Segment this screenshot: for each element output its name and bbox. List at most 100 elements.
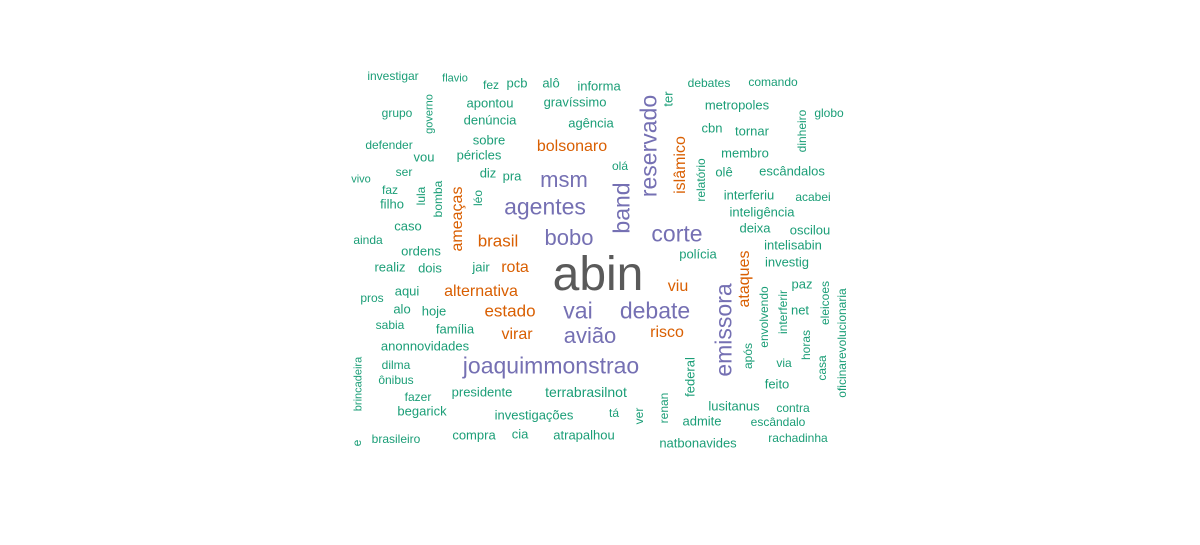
- cloud-word: caso: [394, 218, 422, 234]
- cloud-word: emissora: [710, 283, 737, 377]
- cloud-word: msm: [540, 167, 588, 192]
- cloud-word: péricles: [456, 147, 502, 163]
- cloud-word: ataques: [736, 250, 753, 308]
- cloud-word: escândalo: [750, 415, 806, 429]
- cloud-word: olê: [715, 164, 733, 180]
- cloud-word: interferiu: [723, 187, 775, 203]
- cloud-word: ser: [395, 165, 413, 179]
- cloud-word: pros: [360, 291, 384, 305]
- cloud-word: debates: [687, 76, 731, 90]
- cloud-word: vai: [563, 297, 593, 324]
- cloud-word: rachadinha: [768, 431, 828, 445]
- cloud-word: fez: [482, 78, 500, 92]
- cloud-word: léo: [471, 189, 485, 207]
- cloud-word: avião: [563, 323, 617, 348]
- cloud-word: família: [435, 321, 475, 337]
- cloud-word: investigações: [494, 407, 574, 423]
- cloud-word: escândalos: [759, 163, 825, 179]
- cloud-word: olá: [611, 159, 629, 173]
- cloud-word: sabia: [375, 318, 405, 332]
- cloud-word: islâmico: [672, 136, 689, 194]
- cloud-word: rota: [501, 259, 529, 276]
- cloud-word: atrapalhou: [553, 427, 615, 443]
- cloud-word: governo: [423, 94, 436, 134]
- cloud-word: após: [741, 342, 755, 370]
- cloud-word: feito: [764, 376, 790, 392]
- cloud-word: acabei: [795, 190, 831, 204]
- cloud-word: deixa: [739, 220, 771, 236]
- cloud-word: casa: [815, 355, 829, 381]
- cloud-word: bolsonaro: [536, 138, 608, 155]
- cloud-word: fazer: [404, 390, 432, 404]
- cloud-word: filho: [380, 196, 404, 212]
- cloud-word: brasil: [477, 231, 519, 251]
- cloud-word: brasileiro: [371, 432, 421, 446]
- cloud-word: metropoles: [704, 97, 770, 113]
- cloud-word: renan: [657, 392, 671, 424]
- cloud-word: estado: [484, 301, 536, 321]
- cloud-word: membro: [721, 145, 769, 161]
- cloud-word: investig: [764, 254, 810, 270]
- cloud-word: eleicoes: [818, 280, 832, 326]
- cloud-word: natbonavides: [659, 435, 737, 449]
- cloud-word: globo: [814, 106, 844, 120]
- cloud-word: anonnovidades: [380, 338, 470, 354]
- cloud-word: ordens: [401, 243, 441, 259]
- cloud-word: agência: [568, 115, 614, 131]
- cloud-word: investigar: [367, 70, 419, 83]
- cloud-word: ver: [632, 407, 646, 425]
- cloud-word: apontou: [466, 95, 514, 111]
- cloud-word: horas: [799, 329, 813, 361]
- cloud-word: alo: [393, 301, 411, 317]
- cloud-word: pcb: [506, 75, 528, 91]
- cloud-word: risco: [650, 324, 684, 341]
- cloud-word: reservado: [635, 94, 662, 198]
- cloud-word: brincadeira: [352, 356, 365, 412]
- cloud-word: realiz: [374, 259, 406, 275]
- cloud-word: terrabrasilnot: [545, 384, 627, 400]
- cloud-word: via: [776, 356, 792, 370]
- cloud-word: alternativa: [444, 283, 518, 300]
- cloud-word: faz: [381, 183, 399, 197]
- cloud-word: debate: [619, 297, 691, 324]
- cloud-word: e: [350, 439, 364, 447]
- cloud-word: bobo: [544, 225, 594, 250]
- cloud-word: alô: [542, 75, 560, 91]
- cloud-word: intelisabin: [764, 237, 822, 253]
- cloud-word: compra: [452, 427, 496, 443]
- cloud-word: comando: [748, 75, 798, 89]
- cloud-word: diz: [479, 165, 497, 181]
- cloud-word: dois: [418, 260, 442, 276]
- cloud-word: ter: [660, 91, 676, 107]
- cloud-word: inteligência: [729, 204, 795, 220]
- cloud-word: oscilou: [789, 222, 831, 238]
- word-cloud: abin joaquimmonstrao reservado emissora agen…: [340, 70, 860, 448]
- cloud-word: abin: [552, 248, 644, 301]
- cloud-word: cbn: [701, 120, 723, 136]
- cloud-word: paz: [791, 276, 813, 292]
- cloud-word: band: [608, 182, 635, 234]
- cloud-word: lusitanus: [708, 398, 760, 414]
- cloud-word: vou: [413, 149, 435, 165]
- cloud-word: viu: [667, 278, 689, 295]
- cloud-word: agentes: [504, 193, 586, 220]
- cloud-word: presidente: [451, 384, 513, 400]
- cloud-word: dinheiro: [795, 109, 809, 153]
- cloud-word: aqui: [394, 283, 420, 299]
- cloud-word: defender: [365, 138, 413, 152]
- cloud-word: grupo: [381, 106, 413, 120]
- cloud-word: admite: [682, 413, 722, 429]
- cloud-word: lula: [414, 186, 428, 206]
- cloud-word: relatório: [694, 158, 708, 202]
- cloud-word: corte: [651, 220, 703, 247]
- cloud-word: tá: [608, 406, 620, 420]
- cloud-word: ameaças: [449, 186, 466, 252]
- cloud-word: hoje: [421, 303, 447, 319]
- cloud-word: sobre: [472, 132, 506, 148]
- cloud-word: oficinarevolucionaria: [835, 288, 849, 398]
- cloud-word: informa: [577, 78, 621, 94]
- cloud-word: net: [790, 302, 810, 318]
- cloud-word: tornar: [735, 123, 769, 139]
- cloud-word: contra: [776, 401, 810, 415]
- cloud-word: bomba: [431, 180, 445, 218]
